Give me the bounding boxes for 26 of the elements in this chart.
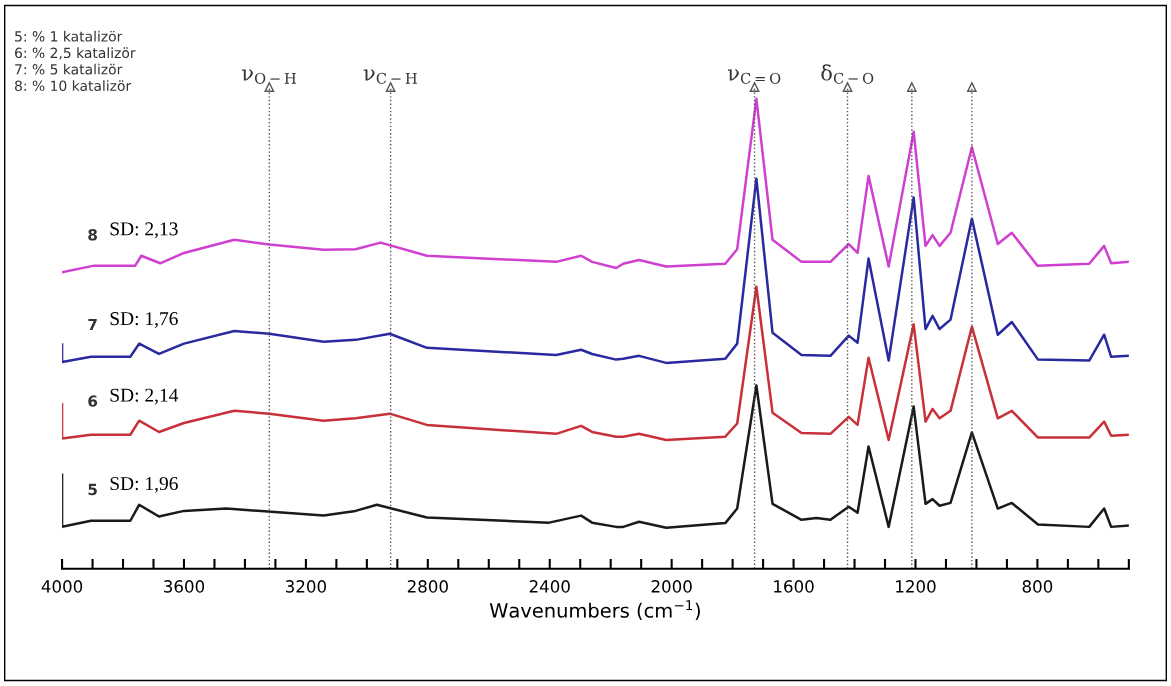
x-tick-label: 4000: [41, 580, 83, 593]
x-tick-label: 2800: [407, 580, 448, 593]
text: 6: % 2,5 katalizör: [15, 47, 136, 60]
annotation: SD: 2,13: [110, 222, 178, 239]
text: 7: % 5 katalizör: [15, 63, 123, 75]
ref-line-label: δ$_{C−O}$: [821, 64, 874, 84]
text: 8: % 10 katalizör: [14, 80, 132, 92]
series-label: 8: [88, 228, 97, 241]
annotation: SD: 1,76: [110, 312, 178, 328]
series-label: 6: [88, 395, 98, 407]
x-tick-label: 1200: [896, 580, 936, 593]
series-label: 7: [88, 318, 97, 331]
annotation: SD: 2,14: [110, 388, 179, 405]
annotation: SD: 1,96: [110, 477, 178, 493]
ref-line-label: ν$_{O−H}$: [242, 69, 296, 84]
ref-line-label: ν$_{C=O}$: [728, 69, 781, 84]
x-axis-title: Wavenumbers (cm$^{−1}$): [489, 600, 700, 621]
text: 5: % 1 katalizör: [15, 30, 123, 42]
ref-line-label: ν$_{C−H}$: [363, 69, 417, 84]
series-label: 5: [88, 483, 97, 496]
x-tick-label: 1600: [774, 580, 814, 593]
x-tick-label: 2400: [529, 580, 570, 593]
x-tick-label: 800: [1022, 580, 1053, 593]
x-tick-label: 3200: [285, 580, 326, 593]
x-tick-label: 3600: [164, 580, 205, 593]
x-tick-label: 2000: [651, 580, 692, 593]
